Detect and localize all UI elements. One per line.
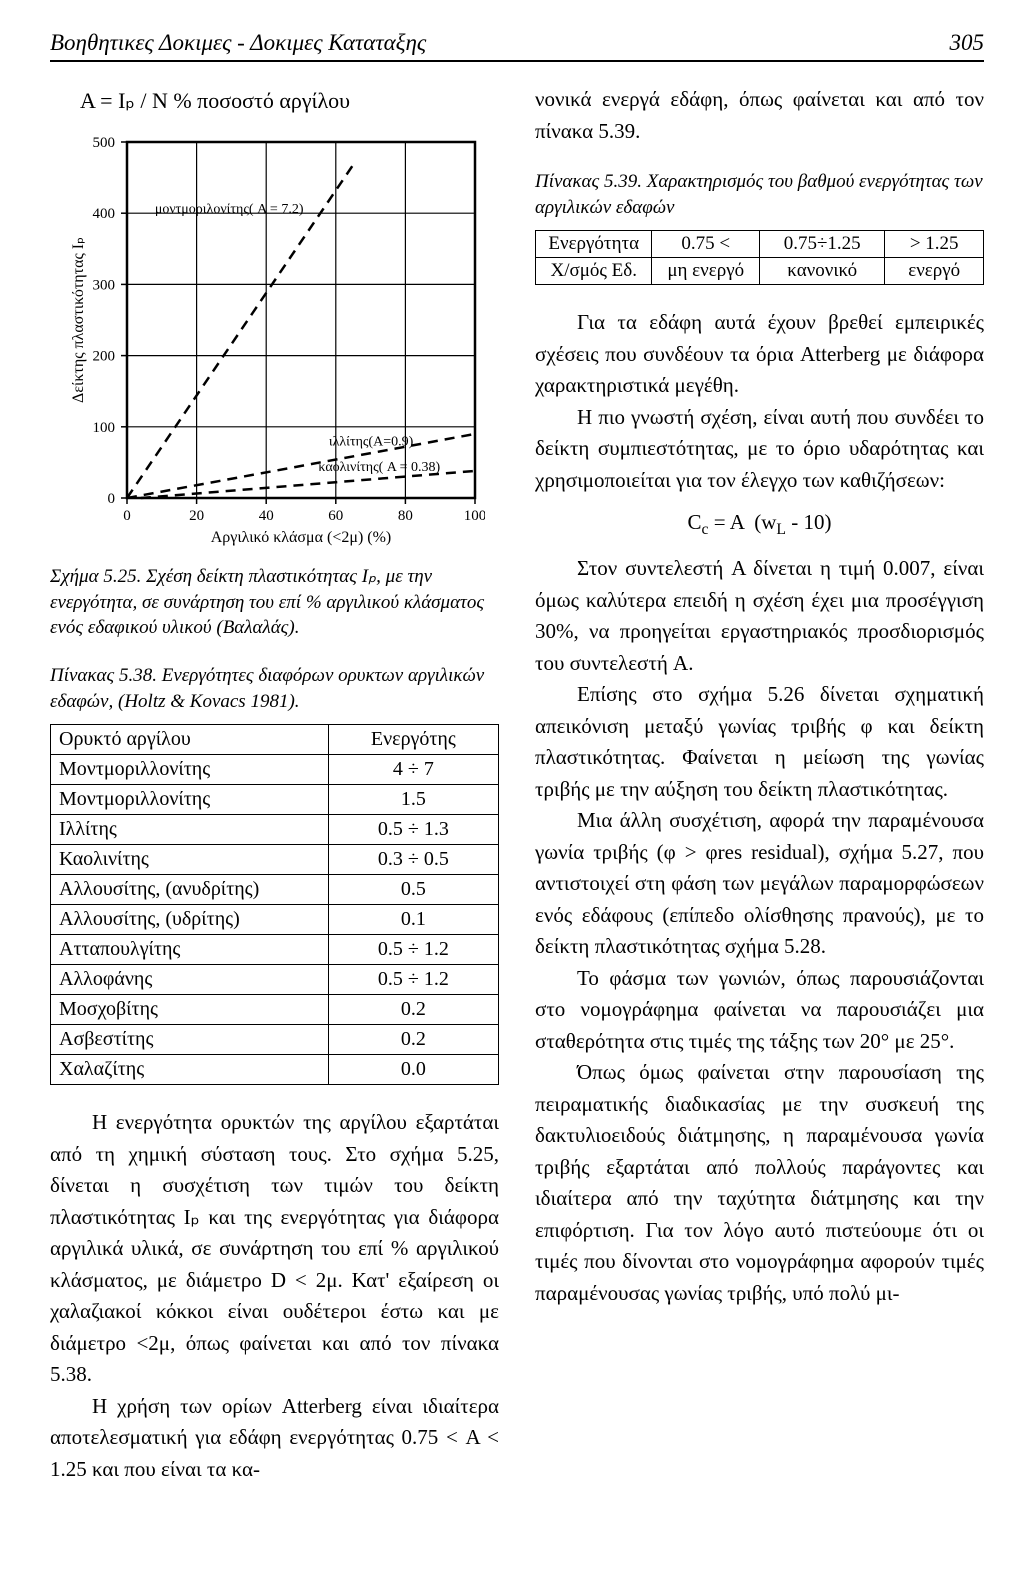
right-lead-text: νονικά ενεργά εδάφη, όπως φαίνεται και α… — [535, 84, 984, 147]
table-row: Χαλαζίτης0.0 — [51, 1055, 499, 1085]
right-para-7: Όπως όμως φαίνεται στην παρουσίαση της π… — [535, 1057, 984, 1309]
left-para-2: Η χρήση των ορίων Atterberg είναι ιδιαίτ… — [50, 1391, 499, 1486]
plasticity-activity-chart: 0 20 40 60 80 100 0 100 200 300 400 500 Αργιλικό κλά… — [65, 130, 485, 550]
svg-text:Δείκτης πλαστικότητας Iₚ: Δείκτης πλαστικότητας Iₚ — [70, 237, 87, 403]
activity-formula: A = Iₚ / N % ποσοστό αργίλου — [50, 84, 499, 130]
svg-text:400: 400 — [92, 206, 115, 222]
table38-header-cell: Ορυκτό αργίλου — [51, 725, 329, 755]
svg-text:0: 0 — [123, 508, 131, 524]
left-para-1: Η ενεργότητα ορυκτών της αργίλου εξαρτάτ… — [50, 1107, 499, 1391]
left-body-text: Η ενεργότητα ορυκτών της αργίλου εξαρτάτ… — [50, 1107, 499, 1485]
page-header: Βοηθητικες Δοκιμες - Δοκιμες Καταταξης 3… — [50, 30, 984, 62]
svg-text:καολινίτης( A = 0.38): καολινίτης( A = 0.38) — [318, 460, 440, 475]
table38-header-cell: Ενεργότης — [328, 725, 498, 755]
table-row: Χ/σμός Εδ.μη ενεργόκανονικόενεργό — [536, 258, 984, 285]
svg-text:300: 300 — [92, 277, 115, 293]
header-title: Βοηθητικες Δοκιμες - Δοκιμες Καταταξης — [50, 30, 426, 56]
svg-text:20: 20 — [189, 508, 204, 524]
table-row: Ασβεστίτης0.2 — [51, 1025, 499, 1055]
table-row: Ενεργότητα0.75 <0.75÷1.25> 1.25 — [536, 231, 984, 258]
right-para-1: Για τα εδάφη αυτά έχουν βρεθεί εμπειρικέ… — [535, 307, 984, 402]
table-row: Ιλλίτης0.5 ÷ 1.3 — [51, 815, 499, 845]
cc-equation: Cc = A (wL - 10) — [535, 510, 984, 535]
svg-text:40: 40 — [258, 508, 273, 524]
table-row: Καολινίτης0.3 ÷ 0.5 — [51, 845, 499, 875]
right-para-5: Μια άλλη συσχέτιση, αφορά την παραμένουσ… — [535, 805, 984, 963]
right-body-text-1: Για τα εδάφη αυτά έχουν βρεθεί εμπειρικέ… — [535, 307, 984, 496]
table-row: Μοντμοριλλονίτης4 ÷ 7 — [51, 755, 499, 785]
table-row: Ατταπουλγίτης0.5 ÷ 1.2 — [51, 935, 499, 965]
table-row: Αλλουσίτης, (ανυδρίτης)0.5 — [51, 875, 499, 905]
svg-text:60: 60 — [328, 508, 343, 524]
table-row: Μοντμοριλλονίτης1.5 — [51, 785, 499, 815]
svg-text:Αργιλικό κλάσμα (<2μ) (%): Αργιλικό κλάσμα (<2μ) (%) — [210, 529, 391, 546]
table39-caption-lead: Πίνακας 5.39. — [535, 171, 642, 192]
right-para-3: Στον συντελεστή A δίνεται η τιμή 0.007, … — [535, 553, 984, 679]
table-5-38-caption: Πίνακας 5.38. Ενεργότητες διαφόρων ορυκτ… — [50, 663, 499, 714]
table-row: Αλλουσίτης, (υδρίτης)0.1 — [51, 905, 499, 935]
table-5-39-caption: Πίνακας 5.39. Χαρακτηρισμός του βαθμού ε… — [535, 169, 984, 220]
right-para-2: Η πιο γνωστή σχέση, είναι αυτή που συνδέ… — [535, 402, 984, 497]
right-body-text-2: Στον συντελεστή A δίνεται η τιμή 0.007, … — [535, 553, 984, 1309]
svg-text:100: 100 — [92, 420, 115, 436]
svg-text:500: 500 — [92, 135, 115, 151]
svg-text:μοντμοριλονίτης( A = 7.2): μοντμοριλονίτης( A = 7.2) — [154, 202, 303, 217]
svg-text:0: 0 — [107, 491, 115, 507]
figure-caption-lead: Σχήμα 5.25. — [50, 566, 141, 587]
table-5-39: Ενεργότητα0.75 <0.75÷1.25> 1.25Χ/σμός Εδ… — [535, 230, 984, 285]
table38-caption-lead: Πίνακας 5.38. — [50, 665, 157, 686]
table-5-38: Ορυκτό αργίλουΕνεργότηςΜοντμοριλλονίτης4… — [50, 724, 499, 1085]
right-para-6: Το φάσμα των γωνιών, όπως παρουσιάζονται… — [535, 963, 984, 1058]
table-row: Αλλοφάνης0.5 ÷ 1.2 — [51, 965, 499, 995]
right-para-0: νονικά ενεργά εδάφη, όπως φαίνεται και α… — [535, 84, 984, 147]
figure-5-25-caption: Σχήμα 5.25. Σχέση δείκτη πλαστικότητας I… — [50, 564, 499, 641]
svg-text:200: 200 — [92, 349, 115, 365]
table-row: Μοσχοβίτης0.2 — [51, 995, 499, 1025]
svg-text:ιλλίτης(A=0.9): ιλλίτης(A=0.9) — [328, 434, 413, 449]
page-number: 305 — [950, 30, 985, 56]
svg-text:100: 100 — [463, 508, 484, 524]
right-para-4: Επίσης στο σχήμα 5.26 δίνεται σχηματική … — [535, 679, 984, 805]
svg-text:80: 80 — [397, 508, 412, 524]
